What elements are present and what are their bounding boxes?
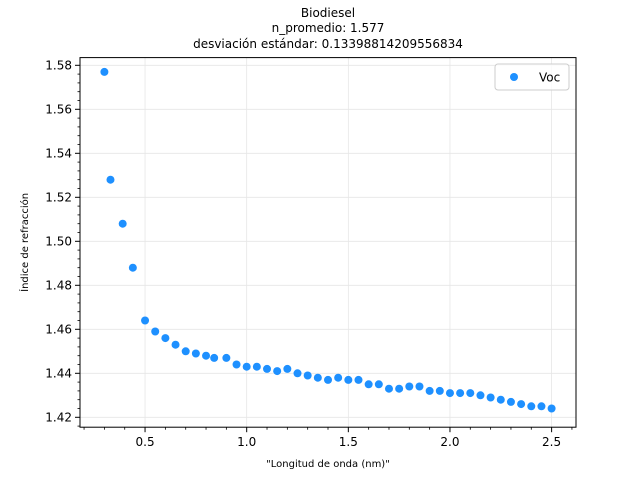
data-point [293,369,302,378]
data-point [476,391,485,400]
x-axis-label: "Longitud de onda (nm)" [266,459,390,470]
data-point [128,263,137,272]
data-point [527,402,536,411]
chart-title-line-2: n_promedio: 1.577 [272,21,385,35]
data-point [273,367,282,376]
y-tick-label: 1.50 [45,235,72,249]
data-point [202,351,211,360]
data-point [118,219,127,228]
plot-frame [79,57,577,428]
data-point [151,327,160,336]
x-tick-label: 0.5 [136,435,155,449]
data-point [242,362,251,371]
data-point [395,384,404,393]
data-point [364,380,373,389]
data-point [191,349,200,358]
data-point [210,353,219,362]
data-point [232,360,241,369]
y-tick-label: 1.42 [45,411,72,425]
data-point [537,402,546,411]
data-point [415,382,424,391]
data-point [100,67,109,76]
data-point [252,362,261,371]
y-tick-label: 1.54 [45,147,72,161]
data-point [324,375,332,384]
data-point [506,397,515,406]
data-point [344,375,353,384]
legend: Voc [494,63,570,91]
data-point [313,373,322,382]
y-tick-label: 1.44 [45,367,72,381]
data-point [171,340,180,349]
y-axis-label: Índice de refracción [18,193,31,292]
data-point [496,395,505,404]
data-point [283,364,292,373]
data-point [445,389,454,398]
x-axis-ticks: 0.5 1.0 1.5 2.0 2.5 [83,427,573,449]
y-axis-ticks: 1.42 1.44 1.46 1.48 1.50 1.52 1.54 1.56 1.58 [45,59,80,427]
legend-marker [510,73,518,81]
chart-title-line-1: Biodiesel [301,6,355,20]
chart-title-line-3: desviación estándar: 0.13398814209556834 [193,37,463,51]
data-point [374,380,383,389]
y-tick-label: 1.48 [45,279,72,293]
data-point [486,393,495,402]
data-point [106,175,115,184]
data-point [141,316,150,325]
x-tick-label: 2.0 [440,435,459,449]
data-point [334,373,343,382]
x-tick-label: 1.0 [237,435,256,449]
legend-label-voc: Voc [539,71,560,85]
data-point [435,386,444,395]
data-point [161,334,170,343]
y-tick-label: 1.46 [45,323,72,337]
x-tick-label: 1.5 [339,435,358,449]
data-point [405,382,414,391]
data-point [517,400,526,409]
chart-title: Biodiesel n_promedio: 1.577 desviación e… [193,6,463,51]
data-points [100,67,556,413]
data-point [263,364,272,373]
y-tick-label: 1.56 [45,103,72,117]
data-point [222,353,231,362]
data-point [425,386,434,395]
y-tick-label: 1.52 [45,191,72,205]
data-point [303,371,312,380]
data-point [384,384,393,393]
x-tick-label: 2.5 [542,435,561,449]
legend-box [494,63,570,91]
data-point [466,389,475,398]
data-point [456,389,465,398]
data-point [547,404,556,413]
y-tick-label: 1.58 [45,59,72,73]
grid [80,57,576,428]
data-point [354,375,363,384]
data-point [181,347,190,356]
